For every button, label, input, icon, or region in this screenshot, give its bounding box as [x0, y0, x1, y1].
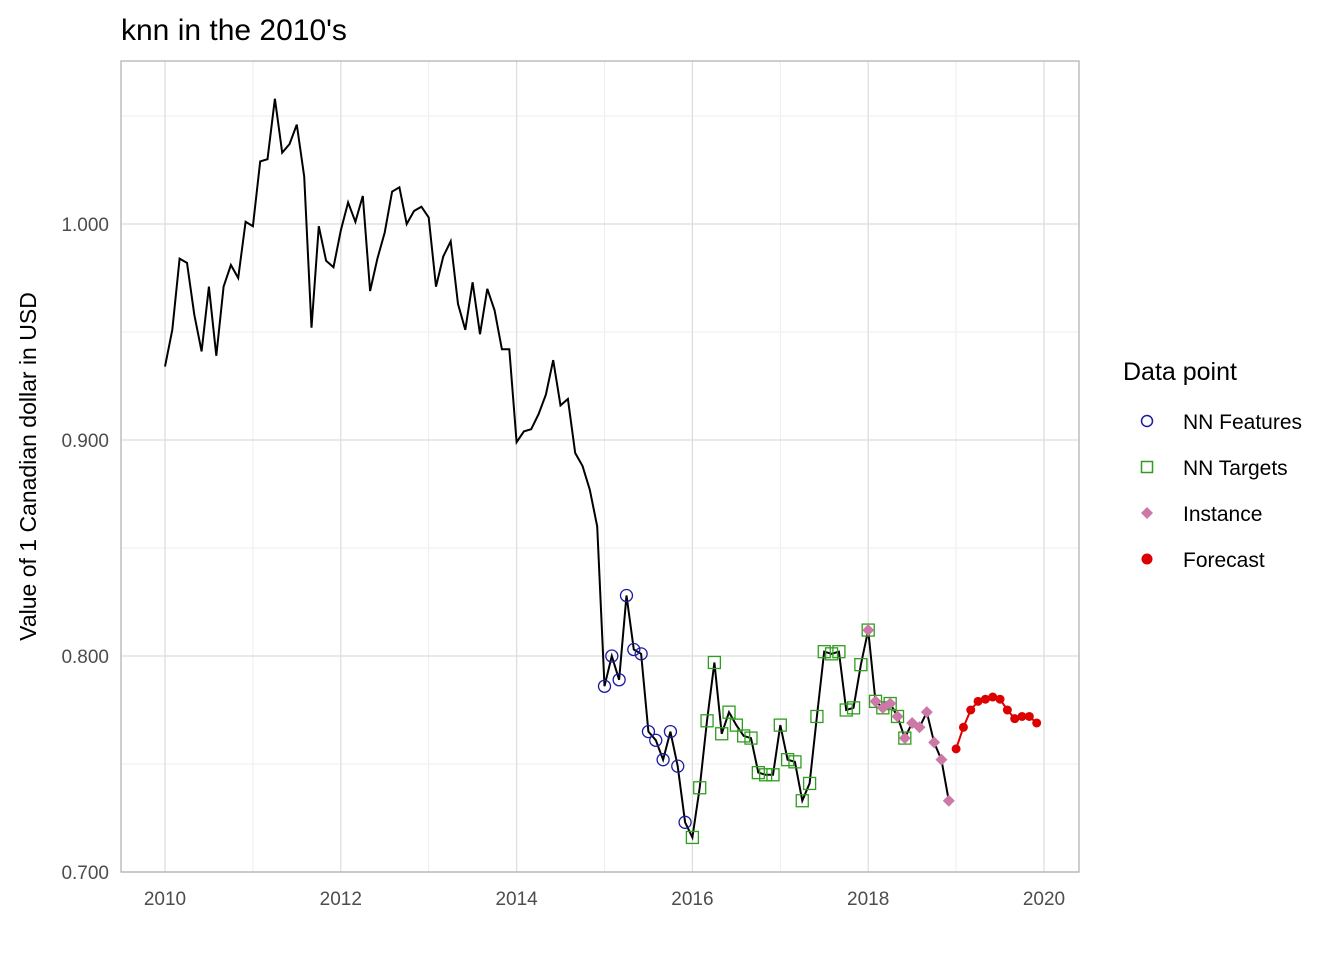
instance-point: [928, 736, 941, 749]
x-tick-label: 2010: [144, 889, 186, 910]
y-tick-label: 0.700: [61, 863, 109, 884]
x-tick-label: 2016: [671, 889, 713, 910]
nn-target-point: [802, 776, 817, 791]
nn-target-point: [744, 731, 758, 745]
nn-target-point: [795, 794, 809, 808]
x-tick-label: 2012: [320, 889, 362, 910]
instance-point: [935, 753, 948, 766]
forecast-point: [973, 696, 983, 706]
nn-target-point: [810, 709, 824, 724]
forecast-point: [958, 722, 968, 732]
x-tick-label: 2018: [847, 889, 889, 910]
forecast-point: [995, 694, 1005, 704]
nn-target-point: [854, 657, 868, 672]
legend-key-nn-targets: [1140, 460, 1154, 474]
x-tick-label: 2014: [495, 889, 538, 910]
nn-target-point: [766, 768, 780, 782]
nn-feature-point: [634, 647, 648, 661]
instance-point: [920, 706, 933, 719]
y-tick-label: 0.800: [61, 647, 109, 668]
series-line-forecast: [955, 695, 1038, 750]
nn-feature-point: [605, 649, 619, 663]
y-axis-title: Value of 1 Canadian dollar in USD: [15, 292, 41, 641]
nn-target-point: [839, 703, 853, 717]
nn-target-point: [693, 781, 707, 795]
plot-panel-border: [120, 60, 1080, 873]
nn-target-point: [758, 768, 773, 782]
legend-key-instance: [1141, 507, 1153, 519]
nn-target-point: [824, 647, 839, 661]
legend-label: NN Targets: [1183, 457, 1288, 480]
instance-point: [891, 710, 904, 723]
nn-feature-point: [649, 733, 663, 747]
nn-target-point: [685, 830, 700, 845]
nn-target-point: [788, 755, 802, 769]
nn-target-point: [722, 705, 736, 719]
legend-key-forecast: [1141, 553, 1153, 565]
nn-target-point: [780, 753, 795, 767]
forecast-point: [980, 694, 990, 704]
nn-feature-point: [619, 588, 634, 603]
legend-title: Data point: [1123, 358, 1237, 386]
forecast-point: [951, 744, 961, 754]
forecast-point: [988, 692, 998, 702]
instance-point: [884, 697, 897, 710]
nn-feature-point: [612, 673, 626, 687]
instance-point: [898, 732, 911, 745]
series-line-data: [164, 98, 950, 841]
instance-point: [869, 695, 882, 708]
nn-target-point: [729, 718, 743, 732]
nn-target-point: [773, 718, 787, 732]
nn-target-point: [817, 645, 831, 659]
instance-point: [862, 624, 875, 637]
instance-point: [913, 721, 926, 734]
y-tick-label: 1.000: [61, 215, 109, 236]
forecast-point: [1010, 714, 1020, 724]
nn-feature-point: [671, 759, 685, 773]
nn-target-point: [846, 701, 861, 715]
nn-feature-point: [656, 753, 670, 767]
forecast-point: [1024, 711, 1034, 721]
nn-target-point: [832, 645, 846, 659]
nn-feature-point: [627, 642, 641, 657]
legend-key-nn-features: [1140, 414, 1154, 428]
x-tick-label: 2020: [1023, 889, 1065, 910]
forecast-point: [1017, 711, 1027, 721]
y-tick-label: 0.900: [61, 431, 109, 452]
nn-target-point: [707, 655, 722, 670]
nn-feature-point: [663, 724, 678, 739]
instance-point: [942, 794, 955, 807]
legend-label: Forecast: [1183, 549, 1265, 572]
nn-feature-point: [597, 679, 612, 693]
nn-target-point: [700, 714, 714, 728]
legend-label: NN Features: [1183, 411, 1302, 434]
legend-label: Instance: [1183, 503, 1262, 526]
forecast-point: [1002, 705, 1012, 715]
nn-target-point: [737, 729, 751, 743]
nn-feature-point: [641, 724, 656, 739]
forecast-point: [1032, 718, 1042, 728]
nn-target-point: [715, 727, 729, 741]
nn-target-point: [751, 765, 765, 780]
chart-title: knn in the 2010's: [121, 14, 347, 47]
nn-feature-point: [678, 815, 692, 829]
forecast-point: [966, 705, 976, 715]
